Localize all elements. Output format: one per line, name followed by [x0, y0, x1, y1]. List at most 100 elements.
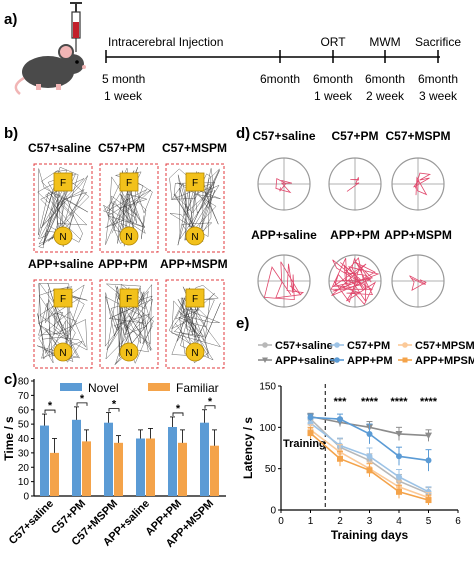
legend-label: APP+MPSM	[415, 355, 474, 367]
panel-b-label: b)	[4, 125, 18, 142]
data-point	[337, 416, 343, 423]
data-point	[425, 432, 432, 440]
data-point	[366, 467, 373, 474]
pool-group-label: C57+MSPM	[385, 129, 450, 143]
swim-path	[263, 261, 305, 301]
familiar-object-label: F	[60, 294, 66, 305]
timeline-time: 1 week	[314, 89, 353, 103]
significance-bracket	[204, 405, 216, 409]
swim-path	[409, 275, 427, 292]
data-point	[425, 488, 432, 495]
legend-label: C57+MPSM	[415, 340, 474, 352]
legend-label: APP+saline	[275, 355, 335, 367]
legend-marker	[262, 342, 268, 348]
timeline-time: 6month	[418, 72, 458, 86]
data-point	[307, 430, 314, 437]
y-axis-title: Latency / s	[241, 417, 255, 479]
y-tick-label: 30	[18, 448, 30, 459]
timeline-event: ORT	[320, 35, 346, 49]
significance-marker: *	[48, 400, 53, 412]
arena-group-label: APP+saline	[28, 257, 94, 271]
arena-trajectory	[102, 167, 153, 247]
arena-group-label: C57+saline	[28, 141, 91, 155]
experiment-timeline: Intracerebral Injection 5 month 1 week 6mon…	[102, 35, 461, 103]
data-point	[396, 473, 402, 480]
familiar-object	[53, 172, 73, 192]
timeline-time: 3 week	[419, 89, 458, 103]
y-axis-title: Time / s	[2, 416, 16, 461]
bar	[104, 422, 113, 496]
x-axis-title: Training days	[331, 528, 409, 542]
data-point	[366, 430, 373, 437]
x-tick-label: 6	[455, 516, 461, 527]
data-point	[337, 455, 343, 462]
y-tick-label: 50	[18, 420, 30, 431]
x-tick-label: 2	[337, 516, 343, 527]
timeline-time: 6month	[260, 72, 300, 86]
syringe-illustration	[70, 2, 82, 52]
data-point	[366, 453, 373, 460]
bar	[136, 438, 145, 496]
timeline-time: 5 month	[102, 72, 145, 86]
pool-group-label: C57+saline	[252, 129, 315, 143]
ort-trajectory-arenas: C57+saline F N C57+PM F N C57+MSPM F N APP+saline…	[28, 141, 228, 369]
timeline-event: Sacrifice	[415, 35, 461, 49]
novel-object	[185, 342, 205, 362]
data-point	[396, 453, 402, 460]
significance-bracket	[108, 408, 120, 412]
bar	[72, 419, 81, 496]
bar	[168, 427, 177, 496]
pool-group-label: C57+PM	[331, 129, 378, 143]
legend-marker	[334, 342, 340, 348]
novel-object-label: N	[191, 232, 198, 243]
bar	[50, 452, 59, 496]
x-tick-label: 1	[308, 516, 314, 527]
significance-marker: *	[80, 393, 85, 405]
y-tick-label: 40	[18, 434, 30, 445]
familiar-object	[119, 172, 139, 192]
mouse-illustration	[14, 44, 86, 95]
familiar-object-label: F	[60, 178, 66, 189]
timeline-event: Intracerebral Injection	[108, 35, 223, 49]
pool-group-label: APP+PM	[330, 228, 380, 242]
familiar-object-label: F	[126, 294, 132, 305]
significance-marker: ****	[361, 396, 379, 408]
panel-e-label: e)	[236, 315, 249, 332]
timeline-time: 6month	[313, 72, 353, 86]
bar	[40, 425, 49, 496]
novel-object	[119, 342, 139, 362]
bar	[178, 442, 187, 496]
panel-c-label: c)	[4, 371, 17, 388]
x-tick-label: C57+saline	[7, 498, 56, 547]
y-tick-label: 20	[18, 463, 30, 474]
timeline-event: MWM	[369, 35, 400, 49]
swim-path	[413, 172, 432, 196]
novel-object-label: N	[59, 348, 66, 359]
panel-d-label: d)	[236, 125, 250, 142]
novel-object	[53, 342, 73, 362]
swim-path	[346, 177, 360, 192]
significance-bracket	[44, 409, 56, 414]
y-tick-label: 10	[18, 477, 30, 488]
data-point	[395, 430, 403, 438]
data-point	[396, 488, 402, 495]
significance-bracket	[172, 412, 184, 416]
significance-marker: ***	[334, 396, 348, 408]
y-tick-label: 80	[18, 377, 30, 388]
arena-group-label: APP+PM	[98, 257, 148, 271]
swim-path	[330, 257, 380, 306]
x-tick-label: 0	[278, 516, 284, 527]
novel-object-label: N	[191, 348, 198, 359]
legend-swatch	[148, 383, 170, 391]
legend-label: Familiar	[176, 381, 219, 395]
timeline-time: 1 week	[104, 89, 143, 103]
familiar-object	[185, 288, 205, 308]
significance-marker: ****	[420, 396, 438, 408]
legend-marker	[402, 342, 408, 348]
arena-group-label: C57+MSPM	[162, 141, 227, 155]
y-tick-label: 0	[23, 492, 29, 503]
x-tick-label: 5	[426, 516, 432, 527]
significance-marker: *	[176, 403, 181, 415]
data-point	[425, 497, 432, 504]
